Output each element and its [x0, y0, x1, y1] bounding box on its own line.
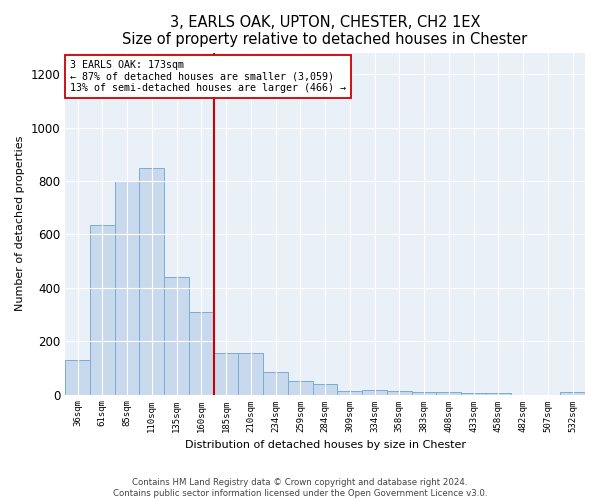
Bar — [560, 392, 585, 394]
Bar — [461, 393, 486, 394]
X-axis label: Distribution of detached houses by size in Chester: Distribution of detached houses by size … — [185, 440, 466, 450]
Bar — [263, 372, 288, 394]
Bar — [387, 390, 412, 394]
Text: 3 EARLS OAK: 173sqm
← 87% of detached houses are smaller (3,059)
13% of semi-det: 3 EARLS OAK: 173sqm ← 87% of detached ho… — [70, 60, 346, 93]
Bar — [337, 392, 362, 394]
Bar — [189, 312, 214, 394]
Title: 3, EARLS OAK, UPTON, CHESTER, CH2 1EX
Size of property relative to detached hous: 3, EARLS OAK, UPTON, CHESTER, CH2 1EX Si… — [122, 15, 528, 48]
Bar — [238, 353, 263, 395]
Bar — [362, 390, 387, 394]
Bar — [486, 393, 511, 394]
Y-axis label: Number of detached properties: Number of detached properties — [15, 136, 25, 312]
Bar — [412, 392, 436, 394]
Text: Contains HM Land Registry data © Crown copyright and database right 2024.
Contai: Contains HM Land Registry data © Crown c… — [113, 478, 487, 498]
Bar — [313, 384, 337, 394]
Bar — [90, 225, 115, 394]
Bar — [115, 181, 139, 394]
Bar — [164, 277, 189, 394]
Bar — [214, 353, 238, 395]
Bar — [436, 392, 461, 394]
Bar — [288, 381, 313, 394]
Bar — [65, 360, 90, 394]
Bar — [139, 168, 164, 394]
